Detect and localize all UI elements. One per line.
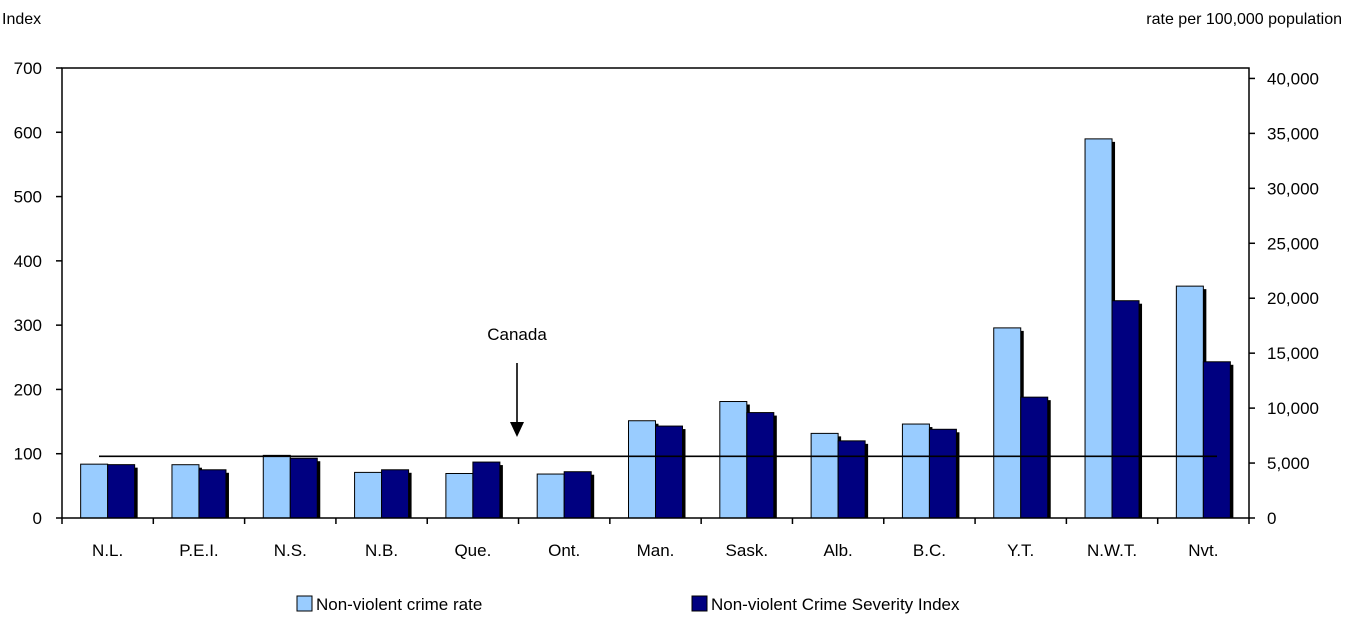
- bar-crime-rate-10: [993, 327, 1022, 519]
- x-category-label: Ont.: [548, 541, 580, 560]
- bars-layer: [80, 138, 1234, 519]
- x-category-label: P.E.I.: [179, 541, 218, 560]
- axes-layer: [61, 67, 1250, 519]
- x-category-label: Man.: [637, 541, 675, 560]
- bar-severity-index-6: [655, 425, 683, 519]
- right-tick-label: 0: [1267, 509, 1276, 528]
- x-category-label: N.S.: [274, 541, 307, 560]
- left-tick-label: 500: [14, 188, 42, 207]
- bar-crime-rate-4: [445, 472, 474, 519]
- bar-crime-rate-1: [171, 464, 200, 519]
- right-tick-label: 10,000: [1267, 399, 1319, 418]
- right-axis-title: rate per 100,000 population: [1146, 11, 1342, 28]
- x-category-label: Sask.: [726, 541, 769, 560]
- bar-severity-index-5: [563, 471, 592, 519]
- bar-crime-rate-0: [80, 463, 109, 519]
- bar-severity-index-10: [1020, 396, 1049, 519]
- canada-annotation-arrow-head: [510, 422, 524, 437]
- x-category-label: Que.: [454, 541, 491, 560]
- bar-severity-index-11: [1111, 300, 1140, 519]
- left-tick-label: 100: [14, 445, 42, 464]
- left-tick-label: 400: [14, 252, 42, 271]
- reference-line-layer: Canada: [99, 325, 1217, 458]
- legend-label-severity-index: Non-violent Crime Severity Index: [711, 595, 960, 614]
- bar-crime-rate-9: [901, 423, 930, 519]
- legend-label-crime-rate: Non-violent crime rate: [316, 595, 482, 614]
- x-category-label: Y.T.: [1007, 541, 1034, 560]
- right-tick-label: 35,000: [1267, 124, 1319, 143]
- legend-swatch-crime-rate: [296, 595, 313, 612]
- right-tick-label: 15,000: [1267, 344, 1319, 363]
- left-tick-label: 200: [14, 380, 42, 399]
- bar-severity-index-4: [472, 461, 501, 519]
- bar-severity-index-12: [1202, 361, 1231, 519]
- x-category-label: N.L.: [92, 541, 123, 560]
- ticks-layer: 0 100 200 300 400 500 600 700 0 5,000 10,000 15,000…: [14, 59, 1319, 560]
- bar-crime-rate-8: [810, 432, 839, 519]
- x-category-label: Nvt.: [1188, 541, 1218, 560]
- bar-crime-rate-5: [536, 473, 565, 519]
- right-tick-label: 25,000: [1267, 234, 1319, 253]
- bar-severity-index-0: [107, 464, 136, 519]
- bar-crime-rate-12: [1175, 285, 1204, 519]
- bar-crime-rate-7: [719, 401, 748, 519]
- left-tick-label: 600: [14, 123, 42, 142]
- left-tick-label: 0: [33, 509, 42, 528]
- x-category-label: N.B.: [365, 541, 398, 560]
- left-axis-title: Index: [2, 11, 41, 28]
- bar-severity-index-9: [928, 428, 957, 519]
- right-tick-label: 5,000: [1267, 454, 1310, 473]
- canada-annotation-label: Canada: [487, 325, 547, 344]
- bar-severity-index-2: [289, 457, 318, 519]
- x-category-label: B.C.: [913, 541, 946, 560]
- bar-crime-rate-11: [1084, 138, 1113, 519]
- bar-severity-index-7: [746, 412, 775, 519]
- x-category-label: N.W.T.: [1087, 541, 1137, 560]
- left-tick-label: 700: [14, 59, 42, 78]
- x-category-label: Alb.: [823, 541, 852, 560]
- legend-swatch-severity-index: [691, 595, 708, 612]
- bar-crime-rate-2: [262, 454, 291, 519]
- left-tick-label: 300: [14, 316, 42, 335]
- bar-crime-rate-3: [354, 471, 383, 519]
- bar-severity-index-8: [837, 440, 866, 519]
- bar-crime-rate-6: [628, 420, 656, 519]
- bar-severity-index-3: [381, 469, 410, 519]
- right-tick-label: 40,000: [1267, 69, 1319, 88]
- legend: Non-violent crime rate Non-violent Crime …: [296, 595, 960, 614]
- right-tick-label: 20,000: [1267, 289, 1319, 308]
- bar-severity-index-1: [198, 469, 227, 519]
- right-tick-label: 30,000: [1267, 179, 1319, 198]
- plot-frame: [61, 67, 1250, 519]
